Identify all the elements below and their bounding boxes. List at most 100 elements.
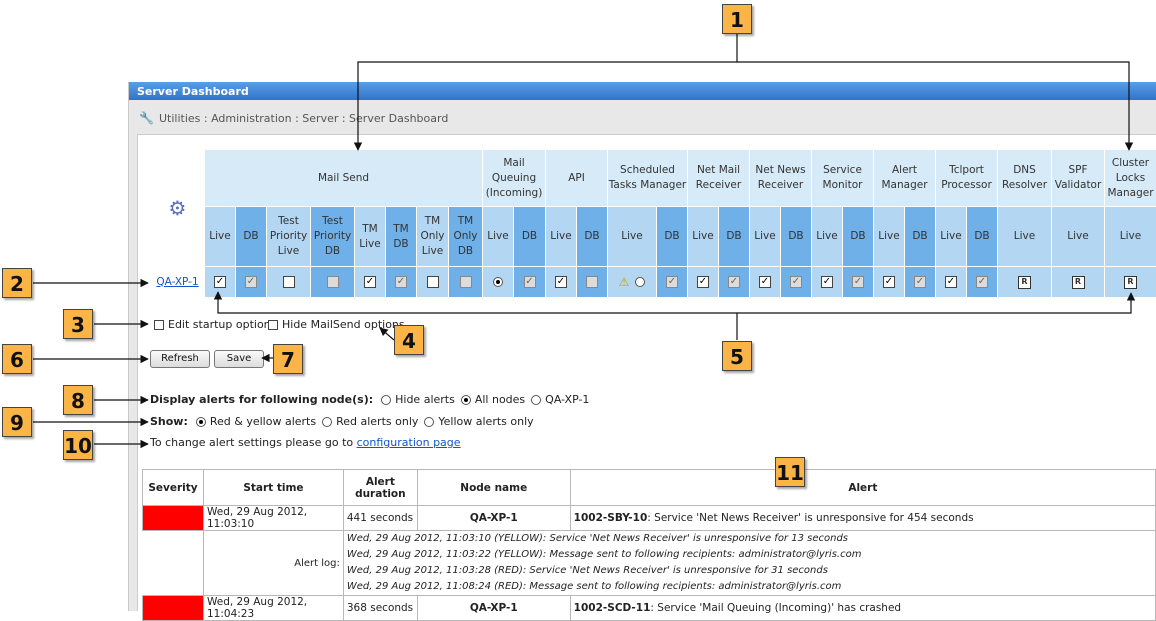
sub-header: DB [904, 207, 935, 267]
status-cell[interactable]: R [1051, 267, 1104, 298]
status-checkbox[interactable] [282, 276, 295, 288]
status-cell[interactable]: ✓ [935, 267, 966, 298]
sub-header: Live [607, 207, 656, 267]
status-checkbox[interactable]: ✓ [821, 276, 833, 288]
status-checkbox[interactable]: ✓ [976, 276, 988, 288]
node-link[interactable]: QA-XP-1 [156, 275, 199, 288]
hide-alerts-radio[interactable]: Hide alerts [381, 393, 455, 406]
status-cell[interactable]: ✓ [385, 267, 416, 298]
start-time: Wed, 29 Aug 2012, 11:03:10 [202, 505, 344, 531]
hide-mailsend-label: Hide MailSend options [282, 318, 405, 331]
status-radio[interactable] [493, 277, 503, 287]
group-header: Net Mail Receiver [687, 150, 749, 207]
status-cell[interactable]: ✓ [687, 267, 718, 298]
alerts-table: Severity Start time Alert duration Node … [142, 469, 1156, 621]
alert-log-label: Alert log: [202, 530, 344, 596]
callout-1: 1 [722, 4, 752, 34]
status-cell[interactable] [576, 267, 607, 298]
restart-icon[interactable]: R [1071, 275, 1085, 289]
node-radio[interactable]: QA-XP-1 [531, 393, 589, 406]
status-cell[interactable] [448, 267, 482, 298]
status-checkbox[interactable]: ✓ [883, 276, 895, 288]
group-header: DNS Resolver [997, 150, 1051, 207]
status-cell[interactable]: ✓ [780, 267, 811, 298]
red-only-radio[interactable]: Red alerts only [322, 415, 418, 428]
status-cell[interactable]: ✓ [235, 267, 266, 298]
sub-header: Live [997, 207, 1051, 267]
status-cell[interactable]: ⚠ [607, 267, 656, 298]
breadcrumb: 🔧 Utilities : Administration : Server : S… [139, 108, 448, 128]
status-cell[interactable]: ✓ [966, 267, 997, 298]
status-checkbox[interactable]: ✓ [697, 276, 709, 288]
status-checkbox[interactable]: ✓ [666, 276, 678, 288]
status-checkbox[interactable]: ✓ [852, 276, 864, 288]
status-checkbox[interactable]: ✓ [245, 276, 257, 288]
sub-header: TM DB [385, 207, 416, 267]
warning-icon: ⚠ [618, 274, 630, 289]
edit-startup-option[interactable]: Edit startup options [154, 318, 276, 331]
hide-mailsend-option[interactable]: Hide MailSend options [268, 318, 405, 331]
status-checkbox[interactable] [426, 276, 439, 288]
status-checkbox[interactable]: ✓ [914, 276, 926, 288]
status-checkbox[interactable] [459, 276, 472, 288]
group-header: Cluster Locks Manager [1104, 150, 1156, 207]
status-cell[interactable]: ✓ [842, 267, 873, 298]
sub-header: Live [482, 207, 513, 267]
status-cell[interactable]: ✓ [811, 267, 842, 298]
red-yellow-radio[interactable]: Red & yellow alerts [195, 415, 316, 428]
status-cell[interactable]: ✓ [749, 267, 780, 298]
status-checkbox[interactable]: ✓ [395, 276, 407, 288]
sub-header: Live [873, 207, 904, 267]
edit-startup-checkbox[interactable] [154, 319, 164, 330]
status-checkbox[interactable]: ✓ [214, 276, 226, 288]
status-checkbox[interactable]: ✓ [523, 276, 536, 288]
edit-startup-label: Edit startup options [168, 318, 277, 331]
restart-icon[interactable]: R [1018, 275, 1031, 289]
status-cell[interactable]: ✓ [873, 267, 904, 298]
breadcrumb-text: Utilities : Administration : Server : Se… [159, 112, 449, 125]
status-radio[interactable] [635, 277, 646, 287]
status-cell[interactable]: ✓ [904, 267, 935, 298]
status-cell[interactable]: ✓ [354, 267, 385, 298]
group-header: Mail Queuing (Incoming) [482, 150, 545, 207]
node-cell[interactable]: QA-XP-1 [150, 267, 204, 298]
status-checkbox[interactable]: ✓ [945, 276, 957, 288]
status-checkbox[interactable]: ✓ [555, 276, 567, 288]
yellow-only-radio[interactable]: Yellow alerts only [424, 415, 534, 428]
refresh-button[interactable]: Refresh [150, 350, 210, 368]
group-header: Mail Send [204, 150, 482, 207]
sub-header: TM Only Live [416, 207, 448, 267]
status-checkbox[interactable] [326, 276, 339, 288]
status-checkbox[interactable]: ✓ [759, 276, 771, 288]
callout-2: 2 [2, 268, 32, 298]
config-note: To change alert settings please go to co… [150, 436, 461, 449]
status-cell[interactable]: ✓ [513, 267, 545, 298]
table-row[interactable]: Wed, 29 Aug 2012, 11:03:10 441 seconds Q… [142, 505, 1156, 531]
status-cell[interactable] [266, 267, 310, 298]
status-checkbox[interactable] [586, 276, 598, 288]
sub-header: Live [1104, 207, 1156, 267]
status-cell[interactable]: ✓ [545, 267, 576, 298]
status-cell[interactable]: ✓ [718, 267, 749, 298]
callout-9: 9 [2, 407, 32, 437]
configuration-page-link[interactable]: configuration page [356, 436, 461, 449]
group-header: Service Monitor [811, 150, 873, 207]
col-severity: Severity [142, 469, 204, 506]
status-cell[interactable] [416, 267, 448, 298]
group-header: Alert Manager [873, 150, 935, 207]
status-checkbox[interactable]: ✓ [364, 276, 376, 288]
sub-header: DB [656, 207, 687, 267]
group-header: API [545, 150, 607, 207]
callout-5: 5 [722, 341, 752, 371]
status-cell[interactable]: ✓ [656, 267, 687, 298]
status-cell[interactable]: R [997, 267, 1051, 298]
status-cell[interactable] [482, 267, 513, 298]
restart-icon[interactable]: R [1124, 275, 1137, 289]
hide-mailsend-checkbox[interactable] [268, 319, 278, 330]
status-checkbox[interactable]: ✓ [728, 276, 740, 288]
all-nodes-radio[interactable]: All nodes [460, 393, 525, 406]
status-cell[interactable] [310, 267, 354, 298]
status-checkbox[interactable]: ✓ [790, 276, 802, 288]
sub-header: DB [966, 207, 997, 267]
